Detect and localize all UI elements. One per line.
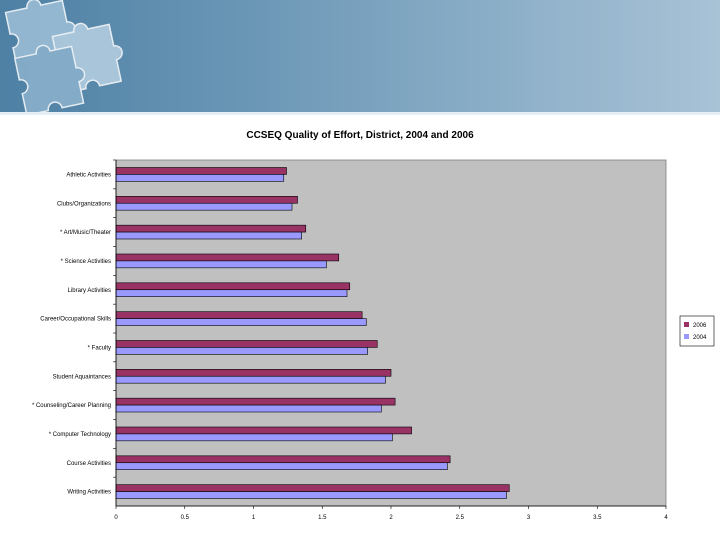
category-label: Writing Activities [67,490,111,496]
bar-2004-0 [115,174,285,182]
x-tick-label: 4 [664,515,668,521]
bar-2004-10 [115,462,448,470]
bar-2004-3 [115,260,327,269]
bar-2006-10 [115,455,451,464]
category-label: Clubs/Organizations [57,201,111,207]
chart-title: CCSEQ Quality of Effort, District, 2004 … [246,130,474,141]
bar-2004-6 [115,347,368,355]
legend-box [679,315,715,347]
bar-2006-5 [115,311,363,319]
bar-2004-5 [115,318,367,326]
x-tick-label: 0.5 [181,515,190,521]
bar-2006-2 [115,224,307,233]
category-label: * Science Activities [61,259,111,265]
bar-2004-1 [115,202,293,211]
header-banner [0,0,720,114]
legend-swatch-2004 [684,334,689,339]
x-tick-label: 3 [527,515,531,521]
bar-2004-11 [115,491,507,499]
category-label: Library Activities [68,288,111,294]
bar-2006-3 [115,253,340,262]
x-tick-label: 2 [389,515,393,521]
x-tick-label: 1 [252,515,256,521]
category-label: Career/Occupational Skills [40,317,111,323]
bar-2004-7 [115,375,386,384]
bar-2004-9 [115,433,393,442]
bar-2006-9 [115,426,412,435]
puzzle-logo-icon [4,0,123,114]
bar-2004-4 [115,289,348,297]
bar-2006-1 [115,196,298,204]
bar-2006-0 [115,167,287,175]
chart-legend: 2006 2004 [679,315,715,347]
category-label: Course Activities [67,461,111,467]
banner-divider [0,112,720,115]
plot-area [115,159,667,507]
legend-swatch-2006 [684,322,689,327]
bar-chart: CCSEQ Quality of Effort, District, 2004 … [32,130,715,521]
category-label: * Counseling/Career Planning [32,403,111,409]
bar-2004-8 [115,404,382,413]
bar-2006-4 [115,282,351,291]
bar-2006-8 [115,397,396,406]
category-label: Student Aquaintances [53,374,111,380]
category-label: * Faculty [88,345,111,351]
bar-2004-2 [115,231,302,240]
x-tick-label: 2.5 [456,515,465,521]
bar-2006-6 [115,340,378,348]
bar-2006-11 [115,484,510,492]
x-tick-label: 3.5 [593,515,602,521]
category-label: Athletic Activities [66,172,111,178]
x-tick-label: 0 [114,515,118,521]
category-label: * Computer Technology [49,432,111,438]
x-tick-label: 1.5 [318,515,327,521]
bar-2006-7 [115,369,392,377]
legend-label-2006: 2006 [693,323,707,329]
legend-label-2004: 2004 [693,335,707,341]
category-label: * Art/Music/Theater [60,230,111,236]
